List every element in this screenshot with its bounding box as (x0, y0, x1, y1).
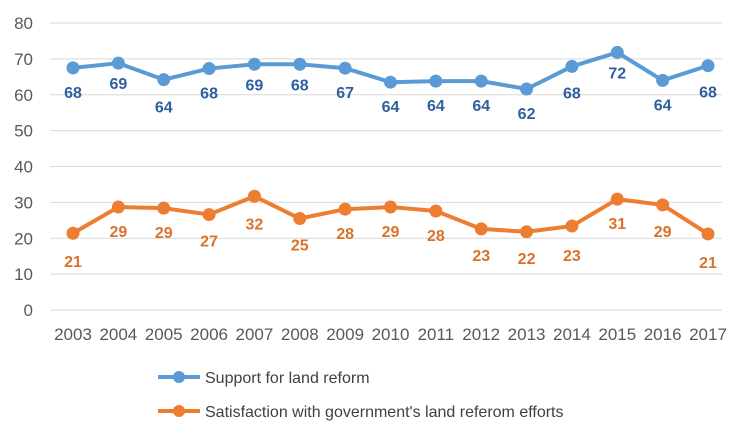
x-tick-label: 2011 (418, 325, 455, 344)
data-point (111, 56, 125, 70)
x-tick-label: 2004 (99, 325, 137, 344)
data-label: 64 (654, 97, 672, 114)
data-point (157, 73, 171, 87)
data-point (565, 59, 579, 73)
data-label: 68 (291, 77, 309, 94)
data-point (202, 62, 216, 76)
data-label: 21 (699, 255, 717, 272)
legend-marker (173, 405, 185, 417)
data-point (66, 226, 80, 240)
y-tick-label: 80 (14, 14, 33, 33)
legend-marker (173, 371, 185, 383)
y-tick-label: 60 (14, 86, 33, 105)
legend: Support for land reform Satisfaction with… (158, 370, 563, 421)
data-point (656, 73, 670, 87)
series-group: 68 69 64 68 69 68 67 64 64 64 62 68 72 64 68 21 29 29 27 32… (64, 45, 717, 272)
data-point (520, 225, 534, 239)
x-tick-label: 2015 (598, 325, 636, 344)
x-tick-label: 2007 (236, 325, 274, 344)
y-tick-label: 50 (14, 122, 33, 141)
data-point (111, 200, 125, 214)
data-label: 69 (246, 77, 264, 94)
x-tick-label: 2017 (689, 325, 727, 344)
x-axis-ticks: 2003 2004 2005 2006 2007 2008 2009 2010 2011 2012… (54, 325, 727, 344)
x-tick-label: 2008 (281, 325, 319, 344)
data-point (429, 74, 443, 88)
data-point (474, 222, 488, 236)
x-tick-label: 2005 (145, 325, 183, 344)
data-label: 67 (336, 85, 354, 102)
legend-label: Satisfaction with government's land refe… (205, 404, 563, 421)
x-tick-label: 2014 (553, 325, 591, 344)
data-point (293, 212, 307, 226)
data-point (520, 82, 534, 96)
data-point (474, 74, 488, 88)
data-label: 28 (336, 226, 354, 243)
data-point (610, 192, 624, 206)
y-tick-label: 0 (24, 301, 33, 320)
legend-label: Support for land reform (205, 370, 370, 387)
data-point (247, 189, 261, 203)
data-label: 62 (518, 106, 536, 123)
data-label: 64 (472, 98, 490, 115)
legend-item: Satisfaction with government's land refe… (158, 404, 563, 421)
y-tick-label: 40 (14, 158, 33, 177)
data-label: 68 (200, 86, 218, 103)
series-0: 68 69 64 68 69 68 67 64 64 64 62 68 72 64 68 (64, 45, 717, 123)
data-point (701, 59, 715, 73)
x-tick-label: 2013 (508, 325, 546, 344)
data-label: 27 (200, 234, 218, 251)
x-tick-label: 2006 (190, 325, 228, 344)
x-tick-label: 2003 (54, 325, 92, 344)
x-tick-label: 2012 (462, 325, 500, 344)
data-label: 72 (608, 65, 626, 82)
data-label: 25 (291, 238, 309, 255)
y-tick-label: 70 (14, 50, 33, 69)
data-label: 23 (563, 248, 581, 265)
data-point (656, 198, 670, 212)
data-point (247, 57, 261, 71)
y-tick-label: 30 (14, 193, 33, 212)
data-label: 64 (155, 100, 173, 117)
data-label: 23 (472, 248, 490, 265)
data-point (293, 57, 307, 71)
data-point (338, 61, 352, 75)
data-label: 28 (427, 228, 445, 245)
data-point (338, 202, 352, 216)
data-label: 31 (608, 216, 626, 233)
data-label: 22 (518, 251, 536, 268)
data-label: 64 (382, 99, 400, 116)
data-label: 21 (64, 254, 82, 271)
x-tick-label: 2009 (326, 325, 364, 344)
x-tick-label: 2016 (644, 325, 682, 344)
data-point (565, 219, 579, 233)
data-label: 69 (109, 76, 127, 93)
data-label: 64 (427, 98, 445, 115)
data-point (384, 200, 397, 214)
series-1: 21 29 29 27 32 25 28 29 28 23 22 23 31 29 21 (64, 189, 717, 272)
x-tick-label: 2010 (372, 325, 410, 344)
data-point (610, 45, 624, 59)
data-point (701, 227, 715, 241)
data-point (202, 208, 216, 222)
data-point (157, 201, 171, 215)
data-label: 68 (64, 85, 82, 102)
data-label: 29 (109, 224, 127, 241)
data-point (429, 204, 443, 218)
data-label: 32 (246, 216, 264, 233)
data-point (66, 61, 80, 75)
data-label: 68 (563, 85, 581, 102)
y-axis-ticks: 0 10 20 30 40 50 60 70 80 (14, 14, 33, 320)
data-point (384, 75, 397, 89)
y-tick-label: 20 (14, 229, 33, 248)
data-label: 29 (654, 224, 672, 241)
data-label: 29 (155, 225, 173, 242)
data-label: 29 (382, 224, 400, 241)
legend-item: Support for land reform (158, 370, 370, 387)
y-tick-label: 10 (14, 265, 33, 284)
data-label: 68 (699, 85, 717, 102)
